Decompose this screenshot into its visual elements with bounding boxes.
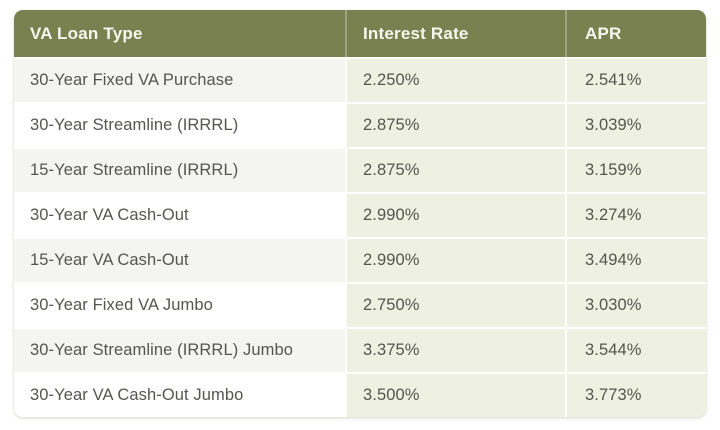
- loan-type-cell: 15-Year VA Cash-Out: [14, 237, 345, 282]
- interest-rate-cell: 2.990%: [345, 237, 565, 282]
- table-row: 30-Year Fixed VA Jumbo 2.750% 3.030%: [14, 282, 706, 327]
- column-header-loan-type: VA Loan Type: [14, 10, 345, 57]
- interest-rate-cell: 3.375%: [345, 327, 565, 372]
- va-loan-rates-table: VA Loan Type Interest Rate APR 30-Year F…: [14, 10, 706, 417]
- apr-cell: 3.039%: [565, 102, 706, 147]
- interest-rate-cell: 2.875%: [345, 102, 565, 147]
- column-header-interest-rate: Interest Rate: [345, 10, 565, 57]
- table-row: 30-Year Streamline (IRRRL) Jumbo 3.375% …: [14, 327, 706, 372]
- column-header-apr: APR: [565, 10, 706, 57]
- loan-type-cell: 30-Year Fixed VA Purchase: [14, 57, 345, 102]
- table-row: 30-Year Streamline (IRRRL) 2.875% 3.039%: [14, 102, 706, 147]
- apr-cell: 3.274%: [565, 192, 706, 237]
- apr-cell: 3.159%: [565, 147, 706, 192]
- apr-cell: 3.773%: [565, 372, 706, 417]
- loan-type-cell: 30-Year VA Cash-Out Jumbo: [14, 372, 345, 417]
- loan-type-cell: 15-Year Streamline (IRRRL): [14, 147, 345, 192]
- interest-rate-cell: 2.875%: [345, 147, 565, 192]
- table-row: 15-Year VA Cash-Out 2.990% 3.494%: [14, 237, 706, 282]
- interest-rate-cell: 3.500%: [345, 372, 565, 417]
- table-header-row: VA Loan Type Interest Rate APR: [14, 10, 706, 57]
- loan-type-cell: 30-Year Streamline (IRRRL): [14, 102, 345, 147]
- table-row: 30-Year VA Cash-Out Jumbo 3.500% 3.773%: [14, 372, 706, 417]
- apr-cell: 3.544%: [565, 327, 706, 372]
- loan-type-cell: 30-Year Streamline (IRRRL) Jumbo: [14, 327, 345, 372]
- interest-rate-cell: 2.750%: [345, 282, 565, 327]
- table-row: 15-Year Streamline (IRRRL) 2.875% 3.159%: [14, 147, 706, 192]
- apr-cell: 3.030%: [565, 282, 706, 327]
- apr-cell: 2.541%: [565, 57, 706, 102]
- loan-type-cell: 30-Year VA Cash-Out: [14, 192, 345, 237]
- apr-cell: 3.494%: [565, 237, 706, 282]
- interest-rate-cell: 2.250%: [345, 57, 565, 102]
- loan-type-cell: 30-Year Fixed VA Jumbo: [14, 282, 345, 327]
- table-row: 30-Year Fixed VA Purchase 2.250% 2.541%: [14, 57, 706, 102]
- table-row: 30-Year VA Cash-Out 2.990% 3.274%: [14, 192, 706, 237]
- interest-rate-cell: 2.990%: [345, 192, 565, 237]
